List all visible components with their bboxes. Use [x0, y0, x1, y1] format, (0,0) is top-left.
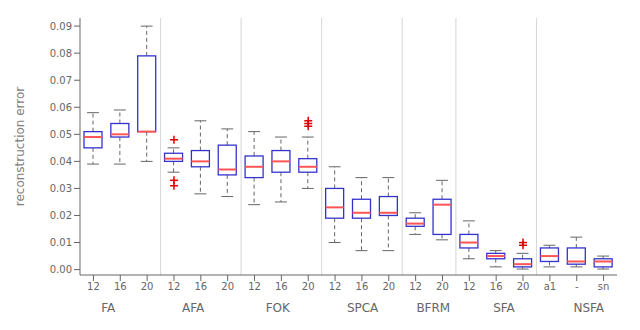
svg-text:20: 20 — [141, 281, 154, 292]
svg-text:0.03: 0.03 — [50, 183, 72, 194]
svg-text:a1: a1 — [544, 281, 557, 292]
svg-text:BFRM: BFRM — [416, 301, 450, 315]
svg-text:0.00: 0.00 — [50, 264, 72, 275]
svg-text:16: 16 — [194, 281, 207, 292]
svg-text:sn: sn — [598, 281, 610, 292]
svg-text:-: - — [575, 281, 579, 292]
svg-text:12: 12 — [168, 281, 181, 292]
svg-text:0.09: 0.09 — [50, 21, 72, 32]
svg-text:0.07: 0.07 — [50, 75, 72, 86]
svg-text:20: 20 — [436, 281, 449, 292]
svg-text:20: 20 — [517, 281, 530, 292]
svg-text:16: 16 — [275, 281, 288, 292]
svg-text:FA: FA — [101, 301, 116, 315]
svg-text:12: 12 — [329, 281, 342, 292]
svg-text:0.08: 0.08 — [50, 48, 72, 59]
svg-text:12: 12 — [463, 281, 476, 292]
svg-text:12: 12 — [248, 281, 261, 292]
svg-text:12: 12 — [87, 281, 100, 292]
svg-text:NSFA: NSFA — [573, 301, 604, 315]
svg-text:20: 20 — [302, 281, 315, 292]
svg-text:16: 16 — [114, 281, 127, 292]
svg-text:reconstruction error: reconstruction error — [13, 87, 27, 207]
svg-text:0.04: 0.04 — [50, 156, 72, 167]
svg-text:FOK: FOK — [266, 301, 291, 315]
svg-text:AFA: AFA — [182, 301, 205, 315]
svg-text:12: 12 — [409, 281, 422, 292]
svg-text:16: 16 — [490, 281, 503, 292]
svg-text:20: 20 — [382, 281, 395, 292]
svg-text:20: 20 — [221, 281, 234, 292]
svg-text:SFA: SFA — [493, 301, 515, 315]
svg-text:SPCA: SPCA — [347, 301, 379, 315]
svg-text:16: 16 — [356, 281, 369, 292]
svg-text:0.06: 0.06 — [50, 102, 72, 113]
svg-text:0.01: 0.01 — [50, 237, 72, 248]
svg-text:0.05: 0.05 — [50, 129, 72, 140]
svg-text:0.02: 0.02 — [50, 210, 72, 221]
